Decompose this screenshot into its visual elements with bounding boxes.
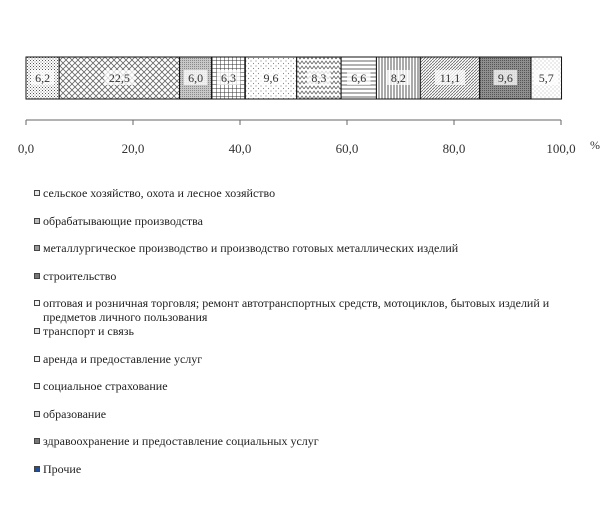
data-label-bg-7 <box>347 70 371 85</box>
legend-label-4: строительство <box>43 268 117 283</box>
stacked-bar-chart: 6,2 22,5 6,0 6,3 9,6 8,3 6,6 8,2 11,1 9,6 5,7 0,0 2… <box>18 56 600 156</box>
data-label-bg-2 <box>104 70 135 85</box>
legend-swatch-1 <box>34 190 40 196</box>
legend-swatch-10 <box>34 438 40 445</box>
x-tick-label-5: 80,0 <box>443 141 466 156</box>
legend-label-2: обрабатывающие производства <box>43 213 203 228</box>
legend-label-1: сельское хозяйство, охота и лесное хозяй… <box>43 186 276 200</box>
legend-item-2: обрабатывающие производства <box>34 214 594 242</box>
legend-item-3: металлургическое производство и производ… <box>34 241 594 269</box>
legend-label-6: транспорт и связь <box>43 323 134 338</box>
data-label-bg-9 <box>434 70 465 85</box>
data-label-5: 9,6 <box>264 71 279 85</box>
x-tick-label-6: 100,0 <box>546 141 575 156</box>
legend-label-11: Прочие <box>43 461 82 476</box>
legend: сельское хозяйство, охота и лесное хозяй… <box>34 186 594 490</box>
data-labels: 6,2 22,5 6,0 6,3 9,6 8,3 6,6 8,2 11,1 9,6 5,7 <box>30 70 559 85</box>
legend-item-10: здравоохранение и предоставление социаль… <box>34 434 594 462</box>
legend-item-1: сельское хозяйство, охота и лесное хозяй… <box>34 186 594 214</box>
data-label-bg-10 <box>493 70 518 85</box>
legend-item-6: транспорт и связь <box>34 324 594 352</box>
data-label-1: 6,2 <box>35 71 50 85</box>
data-label-8: 8,2 <box>391 71 406 85</box>
data-label-bg-5 <box>259 70 283 85</box>
x-tick-label-2: 20,0 <box>122 141 145 156</box>
data-label-3: 6,0 <box>188 71 203 85</box>
data-label-bg-11 <box>534 70 559 85</box>
legend-item-9: образование <box>34 407 594 435</box>
legend-label-8: социальное страхование <box>43 379 168 394</box>
data-label-10: 9,6 <box>498 71 513 85</box>
legend-label-7: аренда и предоставление услуг <box>43 351 203 366</box>
legend-label-3: металлургическое производство и производ… <box>43 241 459 256</box>
legend-swatch-9 <box>34 410 40 417</box>
x-tick-label-3: 40,0 <box>229 141 252 156</box>
legend-swatch-8 <box>34 383 40 390</box>
legend-item-5: оптовая и розничная торговля; ремонт авт… <box>34 296 594 324</box>
legend-label-9: образование <box>43 406 107 421</box>
legend-item-4: строительство <box>34 269 594 297</box>
legend-swatch-5 <box>34 300 40 307</box>
legend-label-10: здравоохранение и предоставление социаль… <box>43 434 319 449</box>
legend-label-5: оптовая и розничная торговля; ремонт авт… <box>43 296 550 325</box>
data-label-6: 8,3 <box>311 71 326 85</box>
legend-item-8: социальное страхование <box>34 379 594 407</box>
legend-swatch-2 <box>34 217 40 224</box>
data-label-7: 6,6 <box>351 71 366 85</box>
legend-swatch-6 <box>34 327 40 334</box>
data-label-11: 5,7 <box>539 71 554 85</box>
data-label-bg-3 <box>183 70 208 85</box>
legend-swatch-4 <box>34 272 40 279</box>
legend-item-7: аренда и предоставление услуг <box>34 352 594 380</box>
bar-segment-8 <box>375 56 421 100</box>
legend-swatch-11 <box>34 465 40 472</box>
x-axis-unit: % <box>590 138 600 152</box>
data-label-2: 22,5 <box>109 71 130 85</box>
x-tick-label-1: 0,0 <box>18 141 34 156</box>
legend-swatch-3 <box>34 245 40 252</box>
x-axis: 0,0 20,0 40,0 60,0 80,0 100,0 <box>18 119 576 156</box>
data-label-bg-1 <box>30 70 55 85</box>
data-label-9: 11,1 <box>440 71 461 85</box>
data-label-bg-6 <box>307 70 331 85</box>
data-label-bg-4 <box>216 70 241 85</box>
x-tick-label-4: 60,0 <box>336 141 359 156</box>
legend-item-11: Прочие <box>34 462 594 490</box>
data-label-4: 6,3 <box>221 71 236 85</box>
legend-swatch-7 <box>34 355 40 362</box>
data-label-bg-8 <box>386 70 411 85</box>
